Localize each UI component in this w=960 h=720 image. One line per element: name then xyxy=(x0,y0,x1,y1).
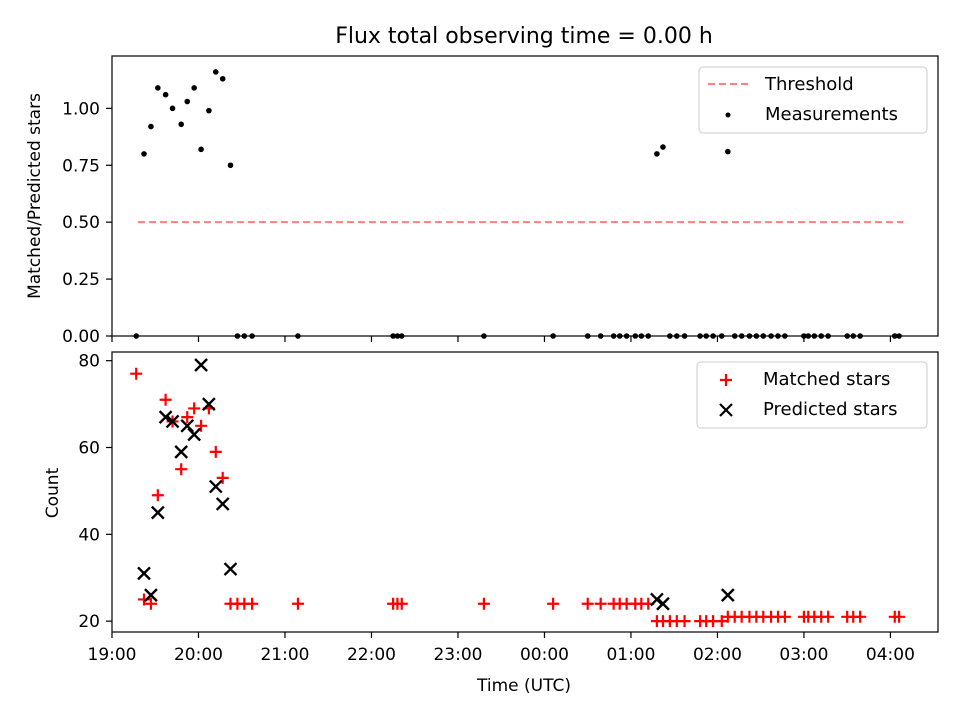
bottom-legend-box xyxy=(696,361,928,429)
count-series xyxy=(130,358,906,628)
y-tick-label: 80 xyxy=(78,352,100,372)
matched-star-point xyxy=(477,597,490,610)
measurement-point xyxy=(178,121,184,128)
matched-star-point xyxy=(678,615,691,628)
predicted-star-point xyxy=(144,588,158,602)
predicted-star-point xyxy=(208,479,223,494)
predicted-star-point xyxy=(165,414,180,429)
measurements-legend-swatch xyxy=(725,112,731,118)
threshold-legend-label: Threshold xyxy=(764,74,854,95)
matched-star-point xyxy=(778,610,791,623)
x-axis-label: Time (UTC) xyxy=(476,676,571,696)
measurements-series xyxy=(133,69,902,339)
measurement-point xyxy=(184,98,191,105)
measurement-point xyxy=(660,144,666,150)
matched-star-point xyxy=(195,419,208,432)
x-tick-label: 04:00 xyxy=(866,645,915,665)
bottom-panel: Count Time (UTC) 19:00 20:00 21:00 22:00 23:… xyxy=(43,351,939,696)
x-tick-label: 03:00 xyxy=(779,645,828,665)
matched-star-point xyxy=(209,445,222,458)
measurement-point xyxy=(654,151,660,157)
matched-star-point xyxy=(216,471,229,484)
x-tick-label: 00:00 xyxy=(520,645,569,665)
y-tick-label: 0.50 xyxy=(62,213,100,233)
matched-legend-label: Matched stars xyxy=(763,369,890,390)
measurement-point xyxy=(162,91,169,98)
top-ticks: 0.00 0.25 0.50 0.75 1.00 xyxy=(62,99,892,347)
matched-star-point xyxy=(395,597,408,610)
matched-star-point xyxy=(181,411,194,424)
predicted-star-point xyxy=(174,444,189,459)
predicted-star-point xyxy=(215,497,230,511)
predicted-star-point xyxy=(223,562,238,576)
matched-legend-swatch xyxy=(720,374,732,386)
y-axis-label-ratio: Matched/Predicted stars xyxy=(25,93,45,299)
measurement-point xyxy=(155,85,161,91)
measurement-point xyxy=(725,148,731,155)
predicted-star-point xyxy=(720,588,735,602)
measurement-point xyxy=(169,105,176,112)
predicted-star-point xyxy=(150,505,165,520)
x-tick-label: 20:00 xyxy=(174,645,223,665)
measurement-point xyxy=(148,123,154,130)
top-plot-frame xyxy=(111,55,939,337)
top-panel: Flux total observing time = 0.00 h Match… xyxy=(25,24,939,347)
chart-title: Flux total observing time = 0.00 h xyxy=(335,24,713,49)
y-axis-label-count: Count xyxy=(43,467,63,518)
matched-star-point xyxy=(581,597,594,610)
y-tick-label: 0.00 xyxy=(62,327,100,347)
x-tick-label: 01:00 xyxy=(606,645,655,665)
x-tick-label: 22:00 xyxy=(347,645,396,665)
x-tick-label: 21:00 xyxy=(260,645,309,665)
matched-star-point xyxy=(594,597,607,610)
y-tick-label: 40 xyxy=(78,525,100,545)
predicted-star-point xyxy=(202,397,216,411)
matched-star-point xyxy=(246,597,259,610)
y-tick-label: 20 xyxy=(78,612,100,632)
predicted-star-point xyxy=(194,358,208,372)
predicted-legend-label: Predicted stars xyxy=(763,399,897,420)
y-tick-label: 0.25 xyxy=(62,270,100,290)
top-legend: Threshold Measurements xyxy=(698,66,928,134)
measurement-point xyxy=(198,146,204,153)
x-tick-label: 02:00 xyxy=(693,645,742,665)
bottom-ticks: 19:00 20:00 21:00 22:00 23:00 00:00 01:00 02:00… xyxy=(78,352,915,665)
predicted-star-point xyxy=(650,592,664,607)
measurement-point xyxy=(219,75,226,82)
bottom-plot-frame xyxy=(111,351,939,633)
y-tick-label: 1.00 xyxy=(62,99,100,119)
matched-star-point xyxy=(188,402,201,415)
measurements-legend-label: Measurements xyxy=(765,104,898,125)
measurement-point xyxy=(227,162,234,169)
x-tick-label: 19:00 xyxy=(88,645,137,665)
bottom-legend: Matched stars Predicted stars xyxy=(696,361,928,429)
y-tick-label: 60 xyxy=(78,439,100,459)
matched-star-point xyxy=(854,610,867,623)
measurement-point xyxy=(206,107,212,114)
measurement-point xyxy=(212,69,219,75)
matched-star-point xyxy=(144,597,157,610)
predicted-star-point xyxy=(656,596,670,611)
matched-star-point xyxy=(893,610,906,623)
x-tick-label: 23:00 xyxy=(433,645,482,665)
predicted-star-point xyxy=(158,410,173,424)
matched-star-point xyxy=(715,615,728,628)
matched-star-point xyxy=(547,597,560,610)
predicted-star-point xyxy=(187,427,202,442)
predicted-star-point xyxy=(180,418,195,433)
matched-star-point xyxy=(159,393,172,406)
matched-star-point xyxy=(291,597,304,610)
matched-star-point xyxy=(151,489,164,502)
top-legend-box xyxy=(698,66,928,134)
matched-star-point xyxy=(822,610,835,623)
y-tick-label: 0.75 xyxy=(62,156,100,176)
matched-star-point xyxy=(130,367,143,380)
predicted-star-point xyxy=(137,566,151,581)
measurement-point xyxy=(141,151,147,157)
measurement-point xyxy=(191,85,197,91)
matched-star-point xyxy=(175,463,188,476)
predicted-legend-swatch xyxy=(719,403,733,417)
